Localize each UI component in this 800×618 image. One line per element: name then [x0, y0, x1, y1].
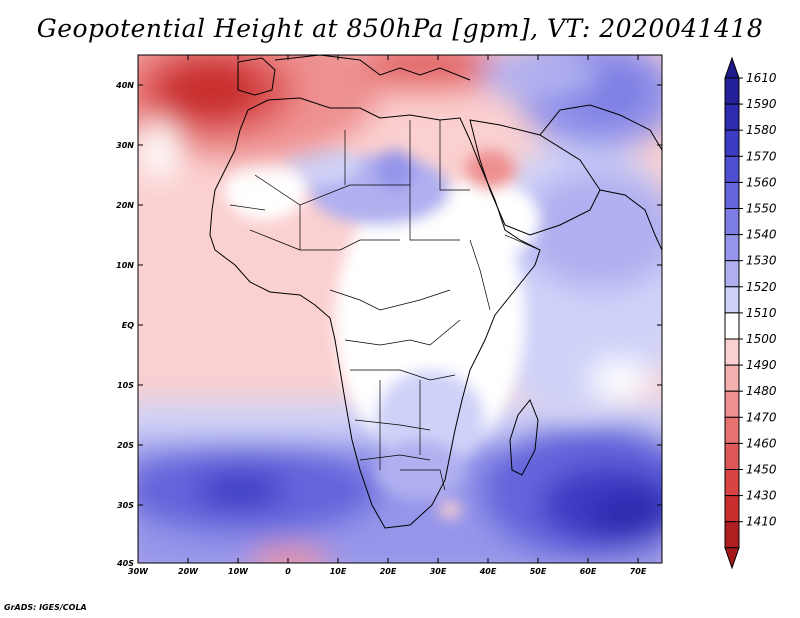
coastlines	[209, 55, 662, 529]
colorbar-label: 1480	[746, 384, 777, 398]
continental-field	[225, 145, 540, 518]
colorbar-swatch	[724, 286, 740, 314]
colorbar-swatch	[724, 416, 740, 444]
colorbar-swatch	[724, 234, 740, 262]
lon-tick-label: 60E	[580, 567, 597, 576]
colorbar-label: 1450	[746, 463, 777, 477]
grads-credit: GrADS: IGES/COLA	[4, 603, 87, 612]
colorbar-label: 1590	[746, 97, 777, 111]
colorbar-top-arrow	[724, 56, 740, 79]
colorbar-label: 1510	[746, 306, 777, 320]
lat-tick-label: 20N	[116, 201, 134, 210]
iberia-outline	[237, 57, 276, 96]
colorbar-label: 1570	[746, 149, 777, 163]
lat-tick-label: 10S	[117, 381, 134, 390]
lon-tick-label: 10E	[330, 567, 347, 576]
lat-tick-label: 10N	[116, 261, 134, 270]
colorbar: 1610 1590 1580 1570 1560 1550 1540 1530 1520 1510…	[724, 56, 777, 570]
colorbar-label: 1470	[746, 410, 777, 424]
colorbar-label: 1550	[746, 202, 777, 216]
colorbar-label: 1520	[746, 280, 777, 294]
lat-tick-label: 20S	[117, 441, 134, 450]
colorbar-swatch	[724, 469, 740, 497]
lat-tick-label: 40S	[116, 559, 134, 568]
colorbar-swatch	[724, 77, 740, 105]
colorbar-swatch	[724, 208, 740, 236]
lon-tick-label: 40E	[479, 567, 497, 576]
longitude-axis: 30W 20W 10W 0 10E 20E 30E 40E 50E 60E 70E	[128, 55, 647, 576]
colorbar-swatch	[724, 260, 740, 288]
colorbar-label: 1560	[746, 175, 777, 189]
colorbar-swatch	[724, 155, 740, 183]
lat-tick-label: EQ	[122, 321, 134, 330]
arabia-outline	[469, 119, 601, 236]
lon-tick-label: 0	[285, 567, 291, 576]
madagascar-outline	[509, 399, 539, 476]
colorbar-label: 1530	[746, 254, 777, 268]
map-title: Geopotential Height at 850hPa [gpm], VT:…	[36, 14, 764, 43]
colorbar-swatch	[724, 103, 740, 131]
colorbar-label: 1500	[746, 332, 777, 346]
lon-tick-label: 20W	[178, 567, 199, 576]
plot-frame	[137, 54, 663, 564]
lat-tick-label: 30S	[117, 501, 134, 510]
height-field	[138, 55, 662, 563]
colorbar-swatch	[724, 390, 740, 418]
latitude-axis: 40N 30N 20N 10N EQ 10S 20S 30S 40S	[115, 81, 662, 568]
lon-tick-label: 50E	[530, 567, 547, 576]
colorbar-swatch	[724, 312, 740, 340]
lon-tick-label: 70E	[630, 567, 647, 576]
colorbar-label: 1430	[746, 489, 777, 503]
colorbar-swatch	[724, 495, 740, 523]
lon-tick-label: 20E	[380, 567, 397, 576]
lon-tick-label: 30E	[430, 567, 447, 576]
lat-tick-label: 30N	[116, 141, 134, 150]
colorbar-swatch	[724, 338, 740, 366]
asia-coast	[539, 104, 662, 151]
colorbar-swatch	[724, 181, 740, 209]
india-coast	[599, 189, 662, 251]
colorbar-swatch	[724, 442, 740, 470]
lon-tick-label: 30W	[128, 567, 149, 576]
africa-outline	[209, 97, 541, 529]
lon-tick-label: 10W	[228, 567, 249, 576]
colorbar-label: 1410	[746, 515, 777, 529]
colorbar-label: 1580	[746, 123, 777, 137]
lat-tick-label: 40N	[115, 81, 134, 90]
colorbar-label: 1610	[746, 71, 777, 85]
colorbar-swatch	[724, 521, 740, 549]
colorbar-swatch	[724, 129, 740, 157]
colorbar-swatch	[724, 364, 740, 392]
colorbar-label: 1490	[746, 358, 777, 372]
colorbar-label: 1460	[746, 436, 777, 450]
country-borders	[229, 120, 541, 491]
colorbar-label: 1540	[746, 228, 777, 242]
europe-coast	[274, 55, 471, 81]
colorbar-bottom-arrow	[724, 547, 740, 570]
